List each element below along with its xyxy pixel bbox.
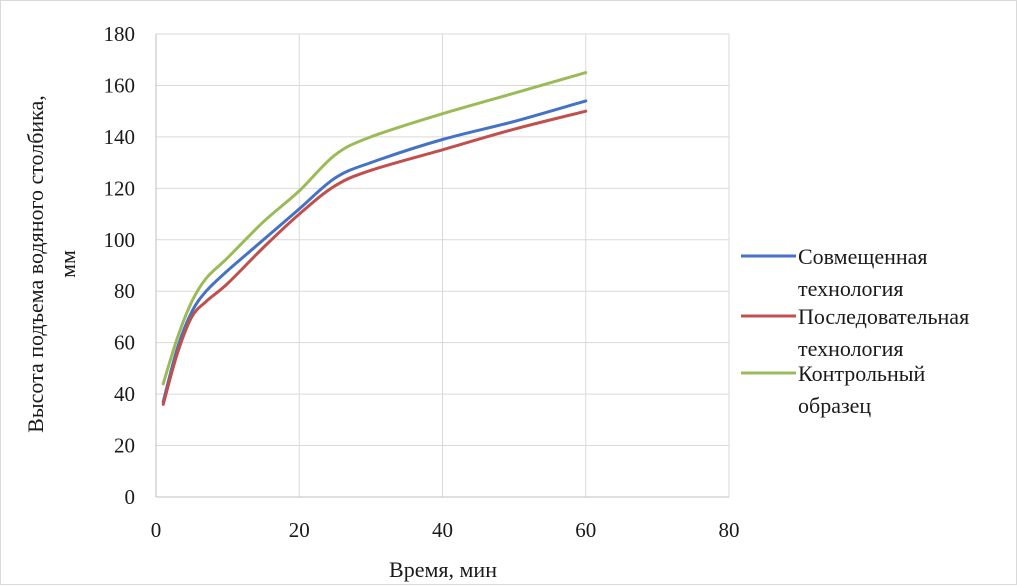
y-axis-label-line2: мм	[55, 250, 80, 278]
x-tick-label: 80	[719, 518, 740, 542]
x-tick-label: 40	[432, 518, 453, 542]
y-tick-label: 180	[104, 22, 136, 46]
series-lines	[161, 71, 588, 406]
legend-label-3-line2: образец	[798, 393, 871, 418]
y-axis-label-group: Высота подъема водяного столбика, мм	[23, 95, 80, 433]
y-tick-label: 20	[114, 434, 135, 458]
y-tick-label: 160	[104, 73, 136, 97]
legend: Совмещенная технология Последовательная тех…	[741, 244, 969, 418]
y-tick-label: 80	[114, 279, 135, 303]
x-tick-label: 60	[575, 518, 596, 542]
grid	[156, 33, 730, 497]
y-tick-label: 140	[104, 125, 136, 149]
series-line-2	[161, 109, 588, 406]
legend-label-3-line1: Контрольный	[798, 361, 926, 386]
y-tick-label: 40	[114, 382, 135, 406]
series-line-3	[161, 71, 588, 386]
series-line-1	[161, 99, 588, 404]
legend-label-2-line2: технология	[798, 336, 903, 361]
x-tick-label: 20	[289, 518, 310, 542]
legend-label-2-line1: Последовательная	[798, 304, 969, 329]
axes	[155, 34, 729, 498]
legend-label-1-line1: Совмещенная	[798, 244, 928, 269]
legend-label-1-line2: технология	[798, 276, 903, 301]
x-axis-label: Время, мин	[389, 557, 497, 582]
x-tick-label: 0	[151, 518, 162, 542]
tick-labels: 0 20 40 60 80 100 120 140 160 180 0 20 40 60 80	[104, 22, 740, 542]
y-tick-label: 120	[104, 176, 136, 200]
y-tick-label: 60	[114, 331, 135, 355]
y-tick-label: 100	[104, 228, 136, 252]
y-axis-label-line1: Высота подъема водяного столбика,	[23, 95, 48, 433]
y-tick-label: 0	[125, 485, 136, 509]
